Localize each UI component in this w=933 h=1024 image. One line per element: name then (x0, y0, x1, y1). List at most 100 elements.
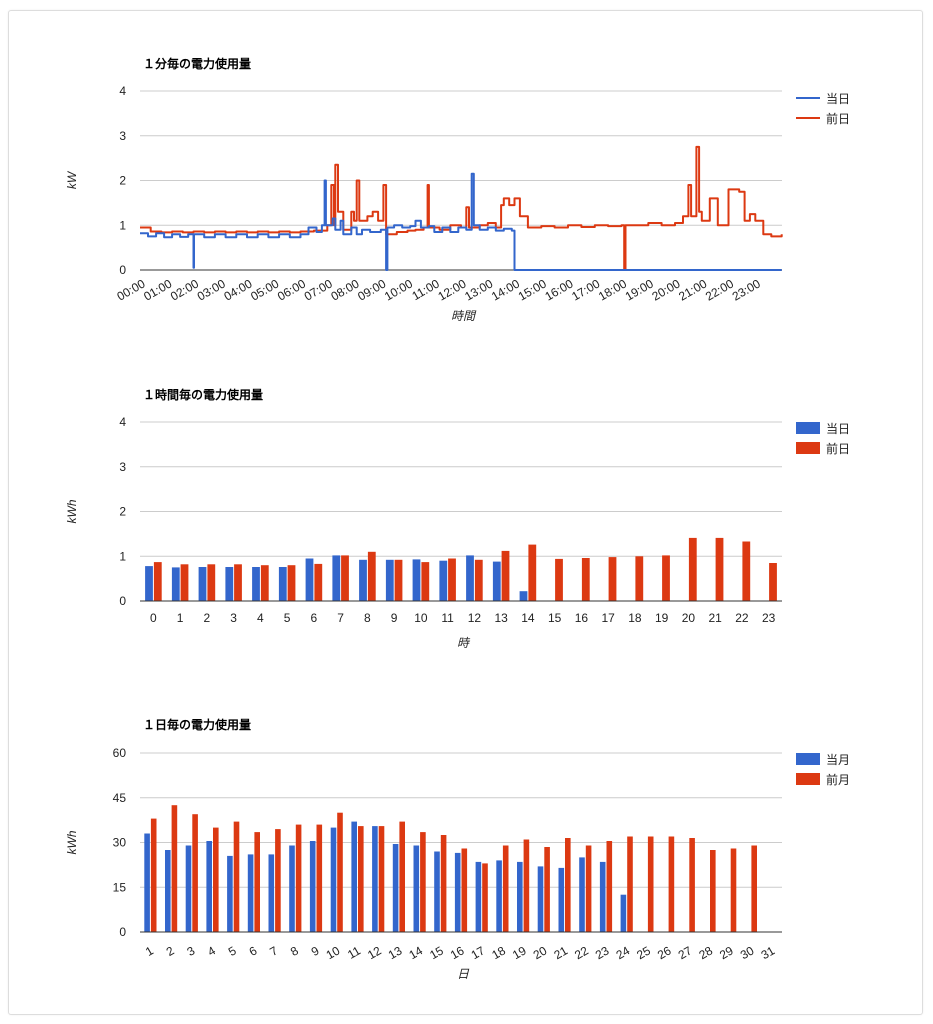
y-tick-label: 2 (119, 174, 126, 188)
y-axis-label: kWh (65, 830, 79, 854)
legend-label: 前日 (826, 111, 850, 126)
x-tick-label: 9 (309, 943, 322, 959)
bar-current (517, 861, 523, 932)
x-tick-label: 21 (551, 943, 570, 962)
bar-previous (585, 845, 592, 932)
bar-previous (233, 821, 240, 932)
chart-title: １分毎の電力使用量 (143, 56, 251, 71)
x-tick-label: 28 (696, 943, 715, 962)
x-tick-label: 18 (628, 611, 642, 625)
bar-current (413, 845, 420, 932)
y-tick-label: 2 (119, 505, 126, 519)
x-tick-label: 20 (682, 611, 696, 625)
legend-label: 当日 (826, 422, 850, 436)
bar-current (225, 567, 234, 601)
bar-previous (207, 564, 216, 601)
bar-current (496, 860, 502, 932)
bar-previous (474, 559, 483, 601)
bar-previous (689, 838, 695, 932)
y-tick-label: 4 (119, 415, 126, 429)
legend-label: 前月 (826, 772, 850, 787)
bar-previous (153, 562, 162, 601)
bar-current (227, 855, 233, 932)
x-axis-label: 時間 (451, 309, 477, 323)
bar-previous (769, 563, 777, 601)
x-tick-label: 10 (324, 943, 343, 962)
x-tick-label: 17 (601, 611, 615, 625)
y-tick-label: 1 (119, 218, 126, 232)
x-tick-label: 16 (575, 611, 589, 625)
bar-previous (635, 556, 644, 602)
bar-previous (337, 812, 343, 932)
x-tick-label: 3 (184, 943, 197, 959)
bar-previous (399, 821, 405, 932)
y-tick-label: 30 (113, 836, 127, 850)
y-tick-label: 3 (119, 460, 126, 474)
bar-previous (647, 836, 654, 932)
bar-current (359, 559, 367, 601)
x-tick-label: 7 (267, 943, 280, 959)
x-tick-label: 11 (441, 611, 454, 625)
x-tick-label: 5 (226, 943, 239, 959)
x-tick-label: 22 (735, 611, 749, 625)
x-tick-label: 8 (364, 611, 371, 625)
bar-previous (742, 541, 751, 601)
bar-previous (440, 835, 447, 932)
bar-current (171, 567, 180, 601)
x-tick-label: 20 (531, 943, 550, 962)
x-tick-label: 23 (762, 611, 776, 625)
legend-label: 前日 (826, 441, 850, 456)
bar-previous (751, 845, 757, 932)
x-tick-label: 3 (230, 611, 237, 625)
series-line-previous (140, 145, 783, 271)
bar-previous (528, 544, 537, 601)
legend-swatch (796, 773, 820, 785)
bar-previous (606, 841, 613, 932)
bar-current (519, 591, 528, 601)
bar-current (289, 845, 295, 932)
bar-previous (688, 537, 697, 601)
x-tick-label: 29 (717, 943, 736, 962)
x-tick-label: 14 (521, 611, 535, 625)
x-tick-label: 6 (247, 943, 260, 959)
x-tick-label: 15 (427, 943, 446, 962)
bar-previous (668, 836, 675, 932)
legend-swatch (796, 422, 820, 434)
x-tick-label: 2 (164, 943, 177, 959)
bar-previous (421, 562, 430, 601)
bar-previous (608, 557, 617, 601)
bar-current (475, 861, 482, 932)
y-tick-label: 0 (119, 925, 126, 939)
bar-previous (501, 550, 510, 601)
bar-previous (555, 558, 563, 601)
bar-current (558, 867, 565, 932)
x-tick-label: 5 (284, 611, 291, 625)
x-tick-label: 12 (365, 943, 384, 962)
legend-swatch (796, 442, 820, 454)
x-tick-label: 25 (634, 943, 653, 962)
x-tick-label: 22 (572, 943, 591, 962)
bar-previous (627, 836, 633, 932)
bar-previous (448, 558, 456, 601)
x-tick-label: 21 (708, 611, 722, 625)
bar-current (412, 559, 421, 601)
x-tick-label: 4 (257, 611, 264, 625)
x-tick-label: 14 (407, 943, 426, 962)
y-axis-label: kWh (65, 499, 79, 523)
bar-previous (341, 555, 349, 601)
bar-current (165, 850, 171, 932)
bar-previous (275, 829, 281, 932)
bar-previous (662, 555, 670, 601)
x-tick-label: 8 (288, 943, 301, 959)
x-tick-label: 26 (655, 943, 674, 962)
bar-previous (581, 558, 590, 601)
bar-previous (461, 848, 468, 932)
bar-previous (544, 847, 550, 932)
bar-current (332, 555, 341, 601)
bar-current (351, 821, 357, 932)
bar-current (385, 559, 394, 601)
legend-swatch (796, 753, 820, 765)
x-tick-label: 1 (177, 611, 184, 625)
bar-current (579, 857, 585, 932)
